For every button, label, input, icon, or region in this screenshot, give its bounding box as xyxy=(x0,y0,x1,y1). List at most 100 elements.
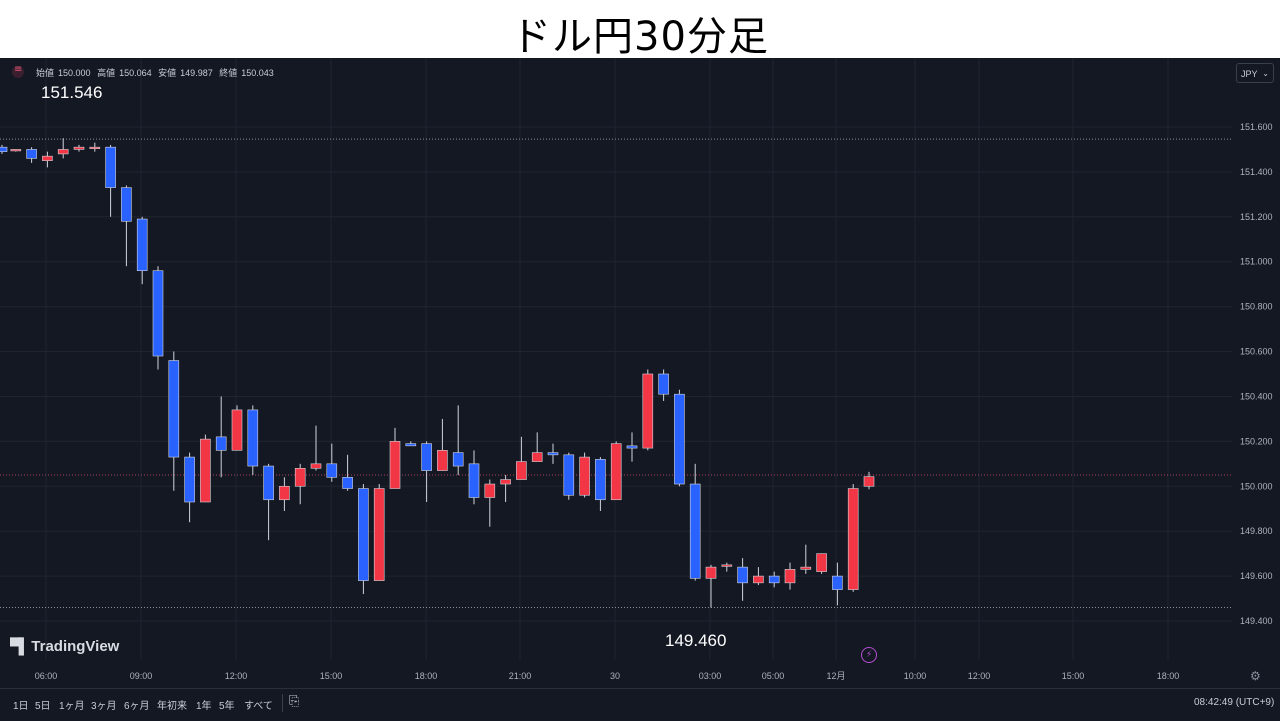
candle-body xyxy=(468,463,480,498)
x-tick-label: 12:00 xyxy=(225,671,248,681)
bolt-icon[interactable]: ⚡ xyxy=(861,647,877,663)
candle-body xyxy=(768,575,780,584)
candle-body xyxy=(89,146,101,149)
timeframe-1m[interactable]: 1ヶ月 xyxy=(59,701,85,712)
timeframe-5y[interactable]: 5年 xyxy=(219,701,235,712)
x-tick-label: 30 xyxy=(610,671,620,681)
candle-body xyxy=(753,575,764,584)
x-tick-label: 05:00 xyxy=(762,671,785,681)
candle-body xyxy=(231,409,243,451)
candle-body xyxy=(105,146,116,188)
candle-body xyxy=(121,187,132,222)
bottom-toolbar xyxy=(0,688,1280,721)
y-axis: 151.600 151.400 151.200 151.000 150.800 150.6… xyxy=(1240,122,1273,626)
candle-body xyxy=(658,373,669,395)
timeframe-6m[interactable]: 6ヶ月 xyxy=(124,701,150,712)
open-value: 150.000 xyxy=(58,68,91,78)
x-tick-label: 06:00 xyxy=(35,671,58,681)
replay-icon[interactable]: ⎘ xyxy=(289,694,300,709)
candle-body xyxy=(310,463,322,469)
candle-body xyxy=(358,488,369,581)
candle-body xyxy=(484,483,496,498)
candle-body xyxy=(452,452,464,467)
close-value: 150.043 xyxy=(241,68,274,78)
candle-body xyxy=(73,146,85,150)
candle-body xyxy=(263,465,274,501)
candle-body xyxy=(626,445,638,449)
candle-body xyxy=(26,149,37,159)
x-tick-label: 10:00 xyxy=(904,671,927,681)
candle-body xyxy=(342,476,353,489)
y-tick-label: 150.400 xyxy=(1240,391,1273,401)
page-title: ドル円30分足 xyxy=(511,14,769,60)
timeframe-1y[interactable]: 1年 xyxy=(196,701,212,712)
candle-body xyxy=(405,443,417,447)
close-label: 終値 xyxy=(219,68,238,78)
candle-body xyxy=(816,553,827,572)
currency-label: JPY xyxy=(1241,69,1258,79)
candle-body xyxy=(184,456,195,503)
candle-body xyxy=(152,270,164,357)
candle-body xyxy=(674,393,685,485)
y-tick-label: 149.800 xyxy=(1240,526,1273,536)
candle-body xyxy=(863,476,875,487)
candle-body xyxy=(294,468,306,487)
grid-lines xyxy=(0,58,1232,660)
candle-body xyxy=(721,564,733,567)
chart-panel[interactable] xyxy=(0,58,1280,720)
candle-body xyxy=(610,443,622,501)
toolbar-divider xyxy=(282,694,283,712)
x-tick-label: 03:00 xyxy=(699,671,722,681)
y-tick-label: 151.000 xyxy=(1240,257,1273,267)
low-value: 149.987 xyxy=(180,68,213,78)
chevron-down-icon: ⌄ xyxy=(1262,69,1269,78)
x-tick-label: 12月 xyxy=(826,671,845,681)
timeframe-1d[interactable]: 1日 xyxy=(13,701,29,712)
reference-lines xyxy=(0,138,1232,609)
candle-body xyxy=(42,155,53,161)
candle-body xyxy=(247,409,259,467)
x-axis: 06:00 09:00 12:00 15:00 18:00 21:00 30 03:00 05:… xyxy=(35,671,1180,681)
timeframe-ytd[interactable]: 年初来 xyxy=(157,701,187,712)
high-label: 高値 xyxy=(97,68,116,78)
candle-body xyxy=(389,441,401,489)
candle-body xyxy=(595,459,606,501)
x-tick-label: 18:00 xyxy=(1157,671,1180,681)
candle-body xyxy=(705,566,717,579)
candle-body xyxy=(784,569,796,584)
y-tick-label: 149.400 xyxy=(1240,616,1273,626)
y-tick-label: 150.600 xyxy=(1240,347,1273,357)
gear-icon[interactable]: ⚙ xyxy=(1250,669,1261,683)
candle-body xyxy=(421,443,432,471)
candle-body xyxy=(168,360,180,458)
high-value: 150.064 xyxy=(119,68,152,78)
tradingview-logo[interactable]: ▀▌ TradingView xyxy=(10,638,119,655)
candle-body xyxy=(57,149,69,155)
x-tick-label: 15:00 xyxy=(320,671,343,681)
candle-body xyxy=(642,373,654,449)
x-tick-label: 15:00 xyxy=(1062,671,1085,681)
currency-select[interactable]: JPY ⌄ xyxy=(1236,63,1274,83)
candlestick-chart[interactable]: 151.600 151.400 151.200 151.000 150.800 150.6… xyxy=(0,58,1280,688)
y-tick-label: 151.400 xyxy=(1240,167,1273,177)
timeframe-5d[interactable]: 5日 xyxy=(35,701,51,712)
timeframe-all[interactable]: すべて xyxy=(244,701,273,712)
candle-body xyxy=(516,461,527,480)
symbol-icon[interactable] xyxy=(12,64,24,78)
timeframe-3m[interactable]: 3ヶ月 xyxy=(91,701,117,712)
y-tick-label: 151.200 xyxy=(1240,212,1273,222)
candle-body xyxy=(373,488,385,581)
candle-body xyxy=(737,566,748,584)
low-label: 安値 xyxy=(158,68,177,78)
x-tick-label: 21:00 xyxy=(509,671,532,681)
candle-body xyxy=(689,483,701,579)
low-annotation: 149.460 xyxy=(665,631,727,650)
candles xyxy=(0,138,875,608)
x-tick-label: 12:00 xyxy=(968,671,991,681)
candle-body xyxy=(547,452,559,456)
candle-body xyxy=(437,450,448,471)
candle-body xyxy=(832,575,843,590)
candle-body xyxy=(136,218,148,271)
y-tick-label: 150.200 xyxy=(1240,436,1273,446)
candle-body xyxy=(200,438,211,503)
